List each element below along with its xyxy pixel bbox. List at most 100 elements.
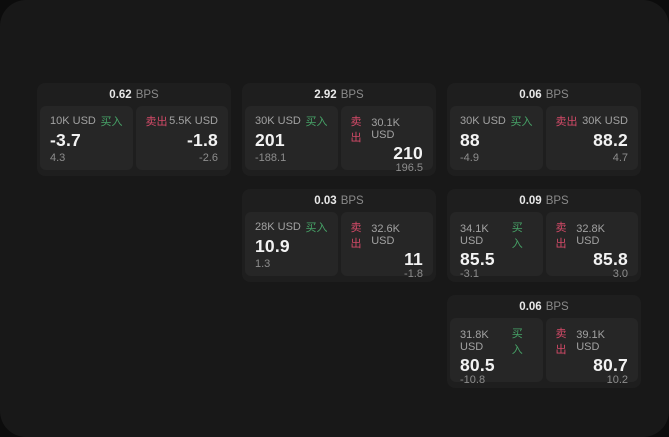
sell-size: 30.1K USD [371,117,400,141]
buy-size: 31.8K USD [460,329,489,353]
sell-delta: 196.5 [395,161,423,174]
sell-panel[interactable]: 卖出 30.1K USD 210 196.5 [340,106,433,173]
bps-value: 0.06 [519,88,542,101]
quote-panels: 28K USD 买入 10.9 1.3 卖出 32.6K USD 11 -1.8 [245,212,433,279]
spread-card: 0.62 BPS 10K USD 买入 -3.7 4.3 卖出 5.5K USD… [37,83,231,176]
sell-price: -1.8 [187,130,218,151]
spread-card: 0.06 BPS 31.8K USD 买入 80.5 -10.8 卖出 39.1… [447,295,641,388]
sell-size: 32.8K USD [576,223,605,247]
sell-price: 210 [393,143,423,163]
buy-panel[interactable]: 31.8K USD 买入 80.5 -10.8 [450,318,543,385]
spread-card: 0.09 BPS 34.1K USD 买入 85.5 -3.1 卖出 32.8K… [447,189,641,282]
buy-price: 88 [460,130,480,151]
buy-price: 85.5 [460,249,495,269]
buy-delta: 4.3 [50,152,66,164]
sell-price: 88.2 [593,130,628,151]
sell-panel[interactable]: 卖出 32.8K USD 85.8 3.0 [545,212,638,279]
buy-side-label: 买入 [510,116,533,128]
bps-unit-label: BPS [545,88,569,101]
bps-value: 0.62 [109,88,132,101]
buy-panel-header: 30K USD 买入 [255,113,328,129]
bps-value: 2.92 [314,88,337,101]
sell-side-label: 卖出 [555,328,567,356]
card-header: 0.09 BPS [450,189,638,212]
bps-value: 0.03 [314,194,337,207]
bps-unit-label: BPS [340,194,364,207]
buy-panel[interactable]: 28K USD 买入 10.9 1.3 [245,212,338,276]
sell-delta: -2.6 [199,152,218,164]
sell-size: 30K USD [582,115,628,127]
buy-size: 30K USD [255,115,301,127]
card-header: 2.92 BPS [245,83,433,106]
buy-size: 10K USD [50,115,96,127]
buy-panel[interactable]: 30K USD 买入 201 -188.1 [245,106,338,170]
buy-panel-header: 28K USD 买入 [255,219,328,235]
sell-panel-header: 卖出 32.8K USD [556,219,629,251]
buy-side-label: 买入 [100,116,123,128]
quote-panels: 30K USD 买入 201 -188.1 卖出 30.1K USD 210 1… [245,106,433,173]
sell-delta: -1.8 [404,267,423,280]
sell-panel[interactable]: 卖出 5.5K USD -1.8 -2.6 [135,106,228,170]
sell-price: 11 [404,249,423,269]
buy-panel[interactable]: 30K USD 买入 88 -4.9 [450,106,543,170]
sell-side-label: 卖出 [555,116,578,128]
buy-delta: -4.9 [460,152,479,164]
buy-size: 34.1K USD [460,223,489,247]
buy-delta: -188.1 [255,152,287,164]
bps-unit-label: BPS [545,300,569,313]
quote-panels: 30K USD 买入 88 -4.9 卖出 30K USD 88.2 4.7 [450,106,638,170]
buy-price: 201 [255,130,285,151]
buy-price: 80.5 [460,355,495,375]
spread-card: 0.03 BPS 28K USD 买入 10.9 1.3 卖出 32.6K US… [242,189,436,282]
buy-panel-header: 30K USD 买入 [460,113,533,129]
bps-unit-label: BPS [340,88,364,101]
quote-panels: 10K USD 买入 -3.7 4.3 卖出 5.5K USD -1.8 -2.… [40,106,228,170]
sell-panel-header: 卖出 32.6K USD [351,219,424,251]
spread-card: 2.92 BPS 30K USD 买入 201 -188.1 卖出 30.1K … [242,83,436,176]
buy-size: 30K USD [460,115,506,127]
bps-value: 0.06 [519,300,542,313]
buy-panel-header: 10K USD 买入 [50,113,123,129]
bps-unit-label: BPS [545,194,569,207]
buy-size: 28K USD [255,221,301,233]
card-header: 0.62 BPS [40,83,228,106]
sell-panel-header: 卖出 30.1K USD [351,113,424,145]
buy-delta: -3.1 [460,267,479,280]
bps-value: 0.09 [519,194,542,207]
sell-side-label: 卖出 [350,222,362,250]
bps-unit-label: BPS [135,88,159,101]
buy-delta: -10.8 [460,373,486,386]
buy-price: -3.7 [50,130,81,151]
buy-panel[interactable]: 10K USD 买入 -3.7 4.3 [40,106,133,170]
card-header: 0.06 BPS [450,83,638,106]
sell-size: 5.5K USD [169,115,218,127]
sell-panel-header: 卖出 30K USD [556,113,629,129]
sell-size: 39.1K USD [576,329,605,353]
sell-size: 32.6K USD [371,223,400,247]
spread-card: 0.06 BPS 30K USD 买入 88 -4.9 卖出 30K USD 8… [447,83,641,176]
sell-delta: 10.2 [606,373,628,386]
buy-side-label: 买入 [511,328,523,356]
quote-panels: 31.8K USD 买入 80.5 -10.8 卖出 39.1K USD 80.… [450,318,638,385]
sell-delta: 4.7 [612,152,628,164]
buy-side-label: 买入 [305,116,328,128]
buy-side-label: 买入 [511,222,523,250]
sell-panel-header: 卖出 39.1K USD [556,325,629,357]
buy-price: 10.9 [255,236,290,257]
sell-side-label: 卖出 [350,116,362,144]
buy-panel[interactable]: 34.1K USD 买入 85.5 -3.1 [450,212,543,279]
buy-panel-header: 34.1K USD 买入 [460,219,533,251]
sell-panel[interactable]: 卖出 30K USD 88.2 4.7 [545,106,638,170]
buy-panel-header: 31.8K USD 买入 [460,325,533,357]
sell-panel[interactable]: 卖出 32.6K USD 11 -1.8 [340,212,433,279]
card-header: 0.03 BPS [245,189,433,212]
quote-panels: 34.1K USD 买入 85.5 -3.1 卖出 32.8K USD 85.8… [450,212,638,279]
sell-side-label: 卖出 [145,116,168,128]
sell-panel[interactable]: 卖出 39.1K USD 80.7 10.2 [545,318,638,385]
sell-price: 80.7 [593,355,628,375]
sell-side-label: 卖出 [555,222,567,250]
sell-delta: 3.0 [612,267,628,280]
sell-price: 85.8 [593,249,628,269]
buy-delta: 1.3 [255,258,271,270]
